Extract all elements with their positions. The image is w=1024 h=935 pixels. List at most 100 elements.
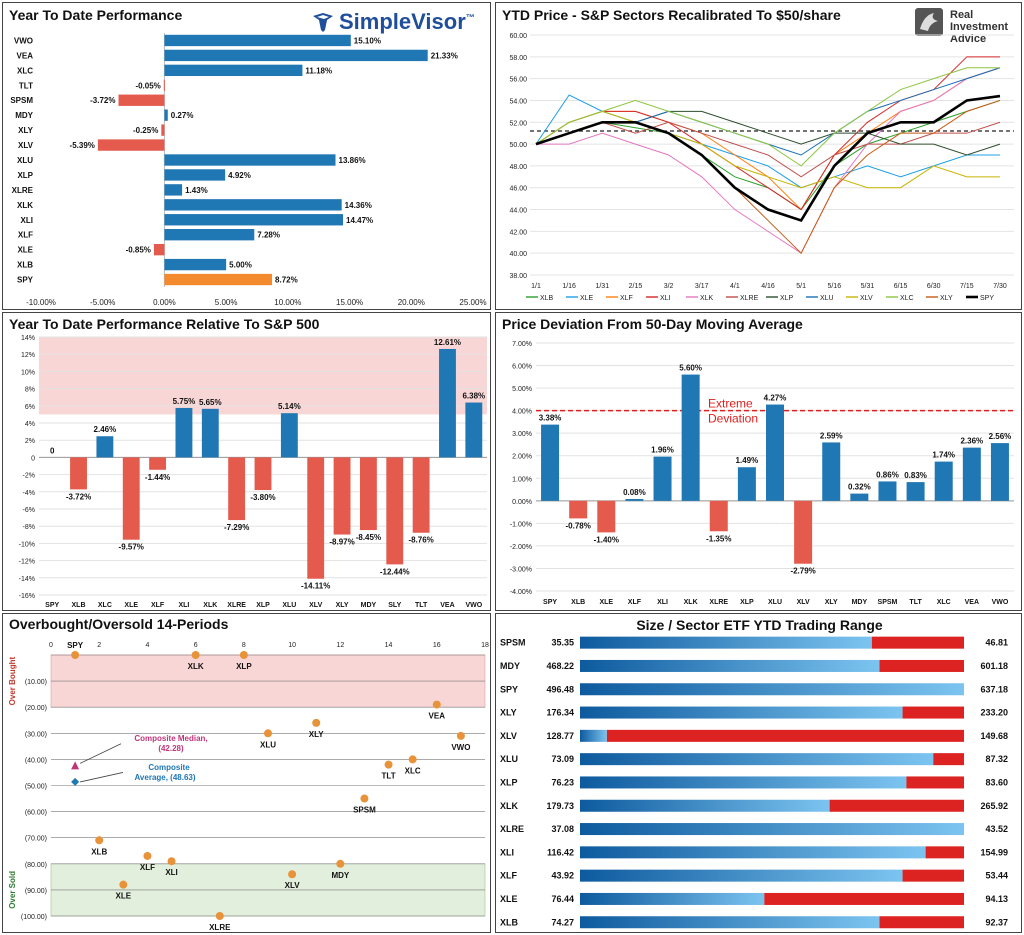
range-high: 154.99 (980, 847, 1008, 857)
simplevisor-logo: SimpleVisor™ (311, 9, 475, 35)
etf-name: XLY (500, 708, 517, 718)
scatter-point (215, 912, 224, 920)
data-label: 4.27% (764, 394, 787, 403)
price-deviation-title: Price Deviation From 50-Day Moving Avera… (502, 316, 803, 332)
simplevisor-eagle-icon (311, 10, 335, 34)
x-tick-label: 5.00% (215, 298, 238, 307)
trading-range-chart: SPSM 35.35 46.81 MDY 468.22 601.18 SPY 496.48 63… (500, 636, 1008, 929)
y-tick-label: -4% (23, 490, 35, 497)
bar (149, 457, 167, 470)
data-label: 2.36% (960, 437, 983, 446)
y-tick-label: -2.00% (510, 544, 532, 551)
data-label: 14.47% (346, 216, 373, 225)
y-tick-label: (80.00) (25, 862, 47, 869)
bar (164, 154, 336, 166)
range-bar-fill (580, 916, 880, 929)
y-tick-label: 4% (25, 421, 35, 428)
range-low: 179.73 (546, 801, 574, 811)
x-tick-label: 5/1 (796, 283, 806, 290)
data-label: 2.59% (820, 431, 843, 440)
y-tick-label: -10% (19, 541, 35, 548)
category-label: XLE (124, 602, 138, 609)
data-label: -3.72% (90, 96, 115, 105)
point-label: XLB (91, 847, 107, 856)
bar (153, 243, 165, 256)
range-bar-remainder (764, 892, 964, 905)
bar (934, 461, 953, 501)
category-label: XLC (937, 599, 951, 606)
etf-name: XLRE (500, 824, 524, 834)
category-label: MDY (15, 111, 33, 120)
data-label: 21.33% (431, 51, 458, 60)
data-label: 0.08% (623, 488, 646, 497)
data-label: 11.18% (305, 66, 332, 75)
bar (161, 124, 165, 136)
scatter-point (191, 651, 200, 659)
bar (766, 404, 784, 501)
data-label: -3.80% (250, 493, 275, 502)
etf-name: XLB (500, 917, 519, 927)
data-label: 1.49% (736, 456, 759, 465)
y-tick-label: 38.00 (509, 273, 527, 280)
y-tick-label: (100.00) (21, 914, 47, 921)
range-bar-remainder (879, 916, 964, 929)
bar (164, 169, 226, 181)
range-bar-remainder (933, 753, 964, 766)
etf-name: MDY (500, 661, 520, 671)
x-tick-label: 6 (194, 642, 198, 649)
range-bar-fill (580, 846, 926, 859)
range-bar-fill (580, 869, 903, 882)
y-tick-label: (70.00) (25, 836, 47, 843)
x-tick-label: 20.00% (398, 298, 425, 307)
data-label: 6.38% (462, 392, 485, 401)
category-label: XLE (599, 599, 613, 606)
bar (653, 456, 672, 501)
y-tick-label: (90.00) (25, 888, 47, 895)
etf-name: XLI (500, 847, 514, 857)
x-tick-label: -5.00% (90, 298, 115, 307)
y-tick-label: (60.00) (25, 810, 47, 817)
trading-range-panel: Size / Sector ETF YTD Trading Range SPSM… (495, 613, 1022, 933)
average-marker (71, 777, 80, 786)
bar (254, 457, 272, 491)
series-line-xle (535, 94, 1000, 189)
range-low: 116.42 (547, 847, 574, 857)
y-tick-label: 46.00 (509, 186, 527, 193)
ytd-performance-panel: Year To Date Performance SimpleVisor™ -1… (2, 2, 491, 310)
y-tick-label: -4.00% (510, 589, 532, 596)
data-label: 1.43% (185, 186, 208, 195)
data-label: 14.36% (345, 201, 372, 210)
data-label: 5.00% (229, 261, 252, 270)
series-line-xlc (535, 67, 1000, 167)
legend-label: XLV (860, 295, 873, 302)
category-label: TLT (415, 602, 428, 609)
y-tick-label: 54.00 (509, 98, 527, 105)
bar (164, 258, 227, 271)
x-tick-label: 2/15 (629, 283, 643, 290)
range-high: 53.44 (985, 871, 1008, 881)
category-label: TLT (19, 81, 33, 90)
bar (164, 184, 183, 196)
legend-label: XLF (620, 295, 633, 302)
legend-label: XLU (820, 295, 834, 302)
x-tick-label: 10.00% (274, 298, 301, 307)
category-label: XLRE (227, 602, 246, 609)
x-tick-label: 4/16 (761, 283, 775, 290)
bar (70, 457, 87, 490)
y-tick-label: 60.00 (509, 33, 527, 40)
bar (164, 109, 168, 121)
point-label: XLC (405, 766, 421, 775)
category-label: XLP (740, 599, 754, 606)
category-label: SPSM (878, 599, 898, 606)
data-label: -3.72% (66, 492, 91, 501)
data-label: 0 (50, 446, 55, 455)
point-label: VWO (451, 743, 470, 752)
scatter-point (432, 700, 441, 709)
range-bar-fill (580, 776, 907, 789)
y-tick-label: -8% (23, 524, 35, 531)
data-label: -0.85% (126, 246, 151, 255)
category-label: MDY (361, 602, 377, 609)
ria-logo-line3: Advice (950, 33, 987, 45)
scatter-point (384, 760, 393, 769)
category-label: XLY (336, 602, 349, 609)
